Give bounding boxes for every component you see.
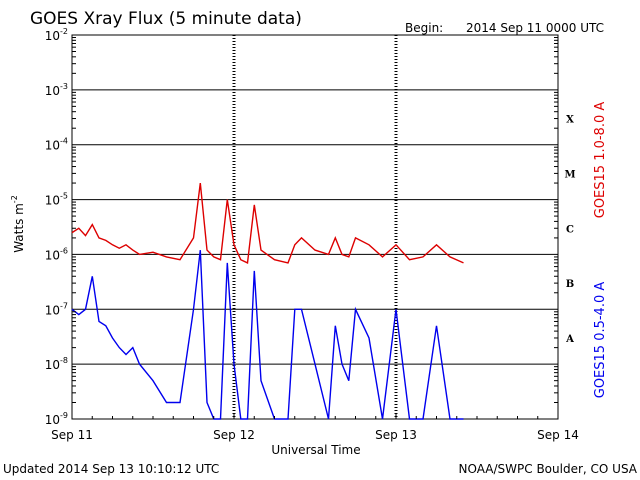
legend: GOES15 1.0-8.0 A GOES15 0.5-4.0 A <box>593 102 608 399</box>
y-tick-label: 10-9 <box>45 411 68 427</box>
y-tick-base: 10 <box>45 29 60 43</box>
y-axis-label-text: Watts m <box>12 203 26 253</box>
x-tick-label: Sep 11 <box>51 428 93 442</box>
credit-text: NOAA/SWPC Boulder, CO USA <box>459 462 638 476</box>
y-tick-base: 10 <box>45 139 60 153</box>
y-axis-ticks: 10-910-810-710-610-510-410-310-2 <box>45 27 558 427</box>
y-tick-base: 10 <box>45 194 60 208</box>
y-tick-label: 10-6 <box>45 246 68 262</box>
y-tick-base: 10 <box>45 303 60 317</box>
y-axis-label-exp: -2 <box>10 195 19 203</box>
y-tick-exp: -3 <box>60 82 68 91</box>
y-tick-label: 10-4 <box>45 137 68 153</box>
flare-class-label: A <box>565 334 574 345</box>
day-tick-marks <box>232 35 398 419</box>
y-tick-base: 10 <box>45 413 60 427</box>
flare-class-labels: A B C M X <box>564 115 575 345</box>
y-tick-label: 10-7 <box>45 301 68 317</box>
begin-label: Begin: <box>405 21 443 35</box>
series-line-1 <box>71 183 464 264</box>
x-axis-label: Universal Time <box>271 443 360 457</box>
y-tick-exp: -5 <box>60 192 68 201</box>
y-tick-label: 10-8 <box>45 356 68 372</box>
begin-value: 2014 Sep 11 0000 UTC <box>466 21 604 35</box>
flare-class-label: X <box>566 115 574 126</box>
y-tick-exp: -9 <box>60 411 68 420</box>
y-tick-base: 10 <box>45 84 60 98</box>
updated-timestamp: Updated 2014 Sep 13 10:10:12 UTC <box>3 462 219 476</box>
flare-class-label: M <box>564 169 575 180</box>
chart-title: GOES Xray Flux (5 minute data) <box>30 9 302 29</box>
x-tick-label: Sep 13 <box>375 428 417 442</box>
y-tick-exp: -8 <box>60 356 68 365</box>
x-axis-ticks: Sep 11 Sep 12 Sep 13 Sep 14 <box>51 413 579 442</box>
flare-class-label: B <box>566 279 574 290</box>
y-tick-label: 10-3 <box>45 82 68 98</box>
series-line-2 <box>71 250 464 420</box>
legend-entry: GOES15 1.0-8.0 A <box>593 102 608 219</box>
series-layer <box>71 183 464 420</box>
y-axis-label-group: Watts m-2 <box>10 195 26 253</box>
y-tick-base: 10 <box>45 248 60 262</box>
y-tick-label: 10-2 <box>45 27 68 43</box>
legend-label: GOES15 1.0-8.0 A <box>593 102 608 219</box>
y-tick-label: 10-5 <box>45 192 68 208</box>
y-tick-base: 10 <box>45 358 60 372</box>
flare-class-label: C <box>566 224 574 235</box>
y-tick-exp: -6 <box>60 246 68 255</box>
legend-label: GOES15 0.5-4.0 A <box>593 282 608 399</box>
x-tick-label: Sep 12 <box>213 428 255 442</box>
y-tick-exp: -4 <box>60 137 68 146</box>
y-tick-exp: -7 <box>60 301 68 310</box>
x-tick-label: Sep 14 <box>537 428 579 442</box>
y-tick-exp: -2 <box>60 27 68 36</box>
legend-entry: GOES15 0.5-4.0 A <box>593 282 608 399</box>
y-axis-label: Watts m-2 <box>10 195 26 253</box>
